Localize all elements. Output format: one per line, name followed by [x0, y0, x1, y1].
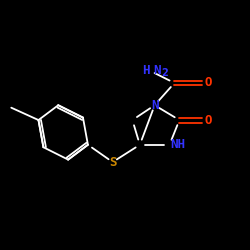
Text: S: S — [109, 156, 116, 168]
Text: NH: NH — [171, 138, 186, 151]
Text: O: O — [204, 114, 212, 126]
Text: N: N — [153, 64, 160, 77]
Text: O: O — [204, 76, 212, 90]
Text: 2: 2 — [161, 68, 168, 78]
Text: N: N — [151, 99, 158, 112]
Text: H: H — [142, 64, 150, 77]
